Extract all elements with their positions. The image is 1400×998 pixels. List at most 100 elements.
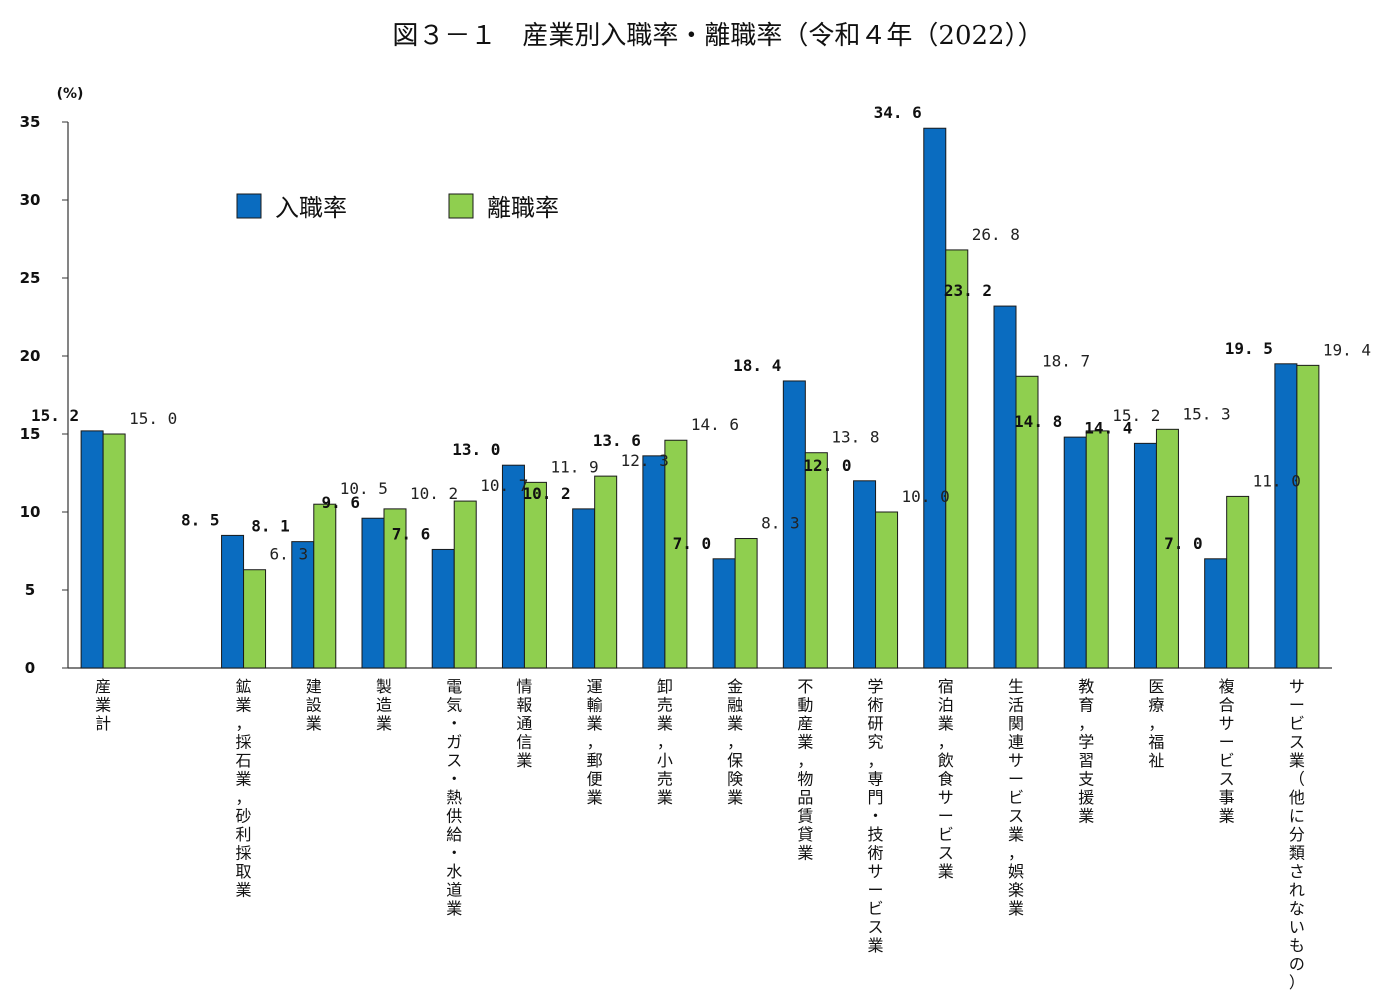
y-tick-label: 30	[20, 191, 41, 209]
bar-hiring-rate	[642, 455, 666, 669]
data-label-hiring-rate: 13. 0	[452, 440, 500, 459]
category-label: 卸売業，小売業	[657, 677, 673, 807]
category-label: 複合サービス事業	[1219, 677, 1235, 826]
category-label: 産業計	[95, 677, 111, 733]
bar-hiring-rate	[221, 534, 245, 669]
data-label-hiring-rate: 23. 2	[944, 281, 992, 300]
y-tick-label: 25	[20, 269, 41, 287]
bar-hiring-rate	[80, 430, 104, 669]
data-labels: 15. 2 15. 0 8. 5 6. 3 8. 1 10. 59. 6 10. 2 7. 6…	[31, 103, 1371, 563]
data-label-hiring-rate: 15. 2	[31, 406, 79, 425]
data-label-hiring-rate: 14. 8	[1014, 412, 1062, 431]
category-labels: 産業計 鉱業，採石業，砂利採取業 建設業 製造業 電気・ガス・熱供給・水道業 情報通信業 運…	[95, 677, 1305, 992]
data-label-hiring-rate: 8. 1	[251, 517, 290, 536]
data-label-hiring-rate: 19. 5	[1225, 339, 1273, 358]
bar-hiring-rate	[1133, 442, 1157, 669]
category-label: 建設業	[306, 677, 322, 733]
bar-hiring-rate	[1204, 558, 1228, 669]
bar-separation-rate	[945, 249, 969, 669]
bar-hiring-rate	[923, 127, 947, 669]
data-label-separation-rate: 14. 6	[691, 415, 739, 434]
bar-separation-rate	[1296, 364, 1320, 669]
category-label: 医療，福祉	[1148, 677, 1164, 770]
data-label-hiring-rate: 12. 0	[803, 456, 851, 475]
data-label-hiring-rate: 18. 4	[733, 356, 781, 375]
data-label-hiring-rate: 9. 6	[321, 493, 360, 512]
y-axis: 0 5 10 15 20 25 30 35	[20, 113, 1332, 677]
category-label: 教育，学習支援業	[1078, 677, 1094, 826]
data-label-separation-rate: 8. 3	[761, 514, 800, 533]
category-label: 情報通信業	[516, 677, 532, 770]
data-label-hiring-rate: 14. 4	[1084, 418, 1132, 437]
category-label: 金融業，保険業	[727, 677, 743, 807]
category-label: 学術研究，専門・技術サービス業	[868, 677, 884, 955]
bar-separation-rate	[313, 503, 337, 669]
data-label-hiring-rate: 7. 0	[673, 534, 712, 553]
data-label-hiring-rate: 8. 5	[181, 510, 220, 529]
bar-hiring-rate	[572, 508, 596, 669]
bar-separation-rate	[804, 452, 828, 669]
category-label: 宿泊業，飲食サービス業	[938, 677, 954, 881]
y-tick-label: 15	[20, 425, 41, 443]
data-label-separation-rate: 10. 2	[410, 484, 458, 503]
bar-separation-rate	[383, 508, 407, 669]
data-label-separation-rate: 19. 4	[1323, 340, 1371, 359]
bar-hiring-rate	[993, 305, 1017, 669]
data-label-hiring-rate: 13. 6	[593, 431, 641, 450]
bar-separation-rate	[875, 511, 899, 669]
category-label: 不動産業，物品賃貸業	[797, 677, 813, 863]
bars	[80, 127, 1320, 669]
bar-hiring-rate	[712, 558, 736, 669]
data-label-hiring-rate: 34. 6	[874, 103, 922, 122]
y-tick-label: 5	[25, 581, 35, 599]
y-tick-label: 20	[20, 347, 41, 365]
data-label-separation-rate: 12. 3	[621, 451, 669, 470]
data-label-separation-rate: 18. 7	[1042, 351, 1090, 370]
bar-separation-rate	[453, 500, 477, 669]
data-label-separation-rate: 15. 2	[1112, 406, 1160, 425]
legend-swatch-hiring-rate	[236, 193, 262, 219]
bar-separation-rate	[1155, 428, 1179, 669]
category-label: 鉱業，採石業，砂利採取業	[236, 677, 252, 900]
bar-separation-rate	[102, 433, 126, 669]
data-label-separation-rate: 11. 0	[1253, 471, 1301, 490]
data-label-separation-rate: 6. 3	[270, 545, 309, 564]
bar-hiring-rate	[431, 548, 455, 669]
bar-hiring-rate	[501, 464, 525, 669]
bar-hiring-rate	[1063, 436, 1087, 669]
data-label-hiring-rate: 7. 0	[1164, 534, 1203, 553]
y-tick-label: 35	[20, 113, 41, 131]
category-label: 運輸業，郵便業	[587, 677, 603, 807]
category-label: 生活関連サービス業，娯楽業	[1008, 677, 1024, 918]
chart-title: 図３－１ 産業別入職率・離職率（令和４年（2022））	[392, 21, 1043, 51]
legend-swatch-separation-rate	[448, 193, 474, 219]
data-label-separation-rate: 10. 5	[340, 479, 388, 498]
data-label-separation-rate: 11. 9	[550, 457, 598, 476]
y-tick-label: 0	[25, 659, 35, 677]
bar-separation-rate	[734, 538, 758, 669]
bar-separation-rate	[664, 439, 688, 669]
bar-separation-rate	[1015, 375, 1039, 669]
bar-hiring-rate	[853, 480, 877, 669]
category-label: サービス業（他に分類されないもの）	[1289, 677, 1305, 992]
data-label-separation-rate: 26. 8	[972, 225, 1020, 244]
bar-separation-rate	[1085, 430, 1109, 669]
bar-hiring-rate	[1274, 363, 1298, 669]
bar-separation-rate	[594, 475, 618, 669]
legend: 入職率 離職率	[236, 193, 559, 222]
data-label-hiring-rate: 10. 2	[522, 484, 570, 503]
category-label: 製造業	[376, 677, 392, 733]
bar-separation-rate	[1226, 495, 1250, 669]
y-tick-label: 10	[20, 503, 41, 521]
y-axis-unit-label: (%)	[57, 86, 84, 102]
data-label-separation-rate: 15. 3	[1182, 404, 1230, 423]
data-label-separation-rate: 13. 8	[831, 428, 879, 447]
data-label-hiring-rate: 7. 6	[392, 524, 431, 543]
bar-separation-rate	[243, 569, 267, 669]
data-label-separation-rate: 10. 0	[902, 487, 950, 506]
legend-label-separation-rate: 離職率	[487, 194, 559, 222]
legend-label-hiring-rate: 入職率	[275, 194, 347, 222]
category-label: 電気・ガス・熱供給・水道業	[446, 677, 462, 918]
data-label-separation-rate: 15. 0	[129, 409, 177, 428]
